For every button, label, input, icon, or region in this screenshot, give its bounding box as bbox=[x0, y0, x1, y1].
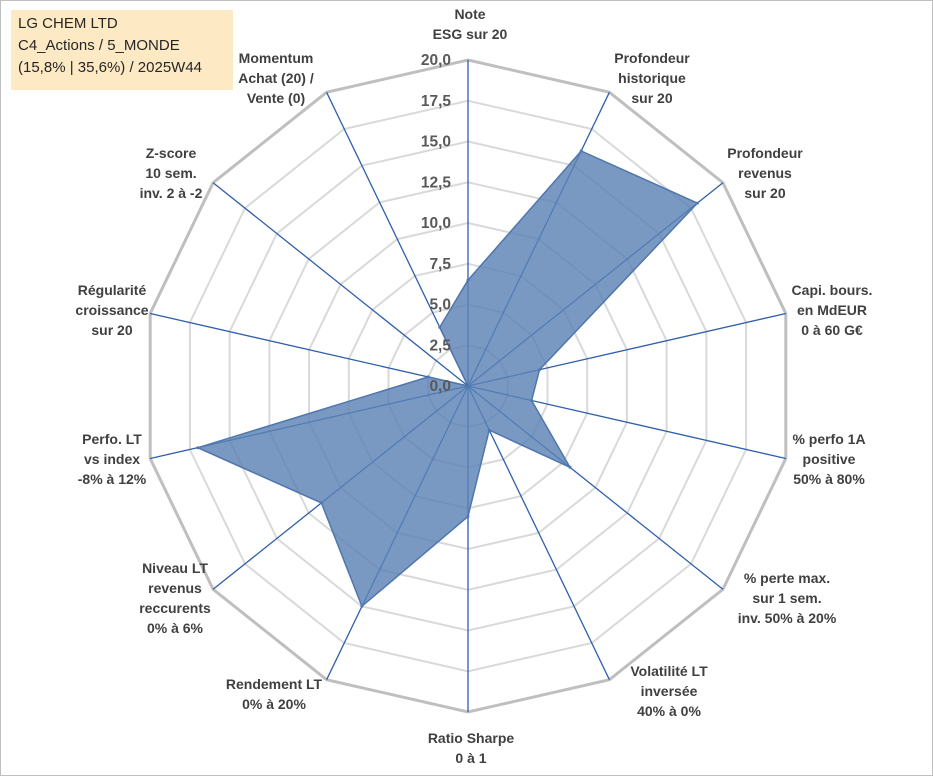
axis-label-line: inversée bbox=[641, 683, 698, 699]
axis-label-capi-bours: Capi. bours. en MdEUR 0 à 60 G€ bbox=[792, 282, 873, 338]
axis-label-line: 0% à 6% bbox=[147, 620, 204, 636]
axis-label-line: Ratio Sharpe bbox=[428, 730, 515, 746]
data-point-z-score bbox=[466, 384, 470, 388]
axis-label-profondeur-historique: Profondeur historique sur 20 bbox=[614, 50, 690, 106]
tick-label-1: 2,5 bbox=[429, 337, 451, 354]
axis-label-line: Vente (0) bbox=[247, 90, 305, 106]
info-box: LG CHEM LTD C4_Actions / 5_MONDE (15,8% … bbox=[11, 10, 233, 90]
axis-label-z-score: Z-score 10 sem. inv. 2 à -2 bbox=[140, 145, 203, 201]
company-name: LG CHEM LTD bbox=[18, 15, 118, 32]
axis-label-regularite-croissance: Régularité croissance sur 20 bbox=[75, 282, 148, 338]
data-point-esg bbox=[466, 278, 470, 282]
tick-labels: 0,0 2,5 5,0 7,5 10,0 12,5 15,0 17,5 20,0 bbox=[421, 52, 452, 395]
axis-labels: Note ESG sur 20 Profondeur historique sur 20… bbox=[75, 6, 872, 766]
axis-label-line: reccurents bbox=[139, 600, 211, 616]
axis-label-line: inv. 50% à 20% bbox=[738, 610, 837, 626]
axis-label-line: revenus bbox=[738, 165, 792, 181]
axis-label-line: Profondeur bbox=[727, 145, 803, 161]
data-point-volatilite-lt bbox=[487, 428, 491, 432]
axis-label-esg: Note ESG sur 20 bbox=[433, 6, 508, 42]
axis-label-line: vs index bbox=[84, 451, 140, 467]
axis-label-line: croissance bbox=[75, 302, 148, 318]
axis-label-perfo-1a: % perfo 1A positive 50% à 80% bbox=[792, 431, 865, 487]
data-point-momentum bbox=[438, 325, 442, 329]
axis-label-line: Perfo. LT bbox=[82, 431, 142, 447]
axis-label-line: Niveau LT bbox=[142, 560, 208, 576]
axis-label-line: 0% à 20% bbox=[242, 696, 306, 712]
axis-label-line: % perfo 1A bbox=[792, 431, 865, 447]
data-point-profondeur-historique bbox=[579, 149, 583, 153]
data-point-ratio-sharpe bbox=[466, 514, 470, 518]
tick-label-0: 0,0 bbox=[429, 378, 451, 395]
data-point-rendement-lt bbox=[360, 604, 364, 608]
axis-label-line: sur 20 bbox=[631, 90, 672, 106]
axis-label-line: Profondeur bbox=[614, 50, 690, 66]
data-point-perfo-1a bbox=[530, 399, 534, 402]
axis-label-line: Capi. bours. bbox=[792, 282, 873, 298]
tick-label-4: 10,0 bbox=[421, 215, 451, 232]
axis-label-line: 50% à 80% bbox=[793, 471, 865, 487]
series bbox=[195, 149, 699, 608]
axis-label-profondeur-revenus: Profondeur revenus sur 20 bbox=[727, 145, 803, 201]
stats-label: (15,8% | 35,6%) / 2025W44 bbox=[18, 59, 202, 76]
axis-label-line: sur 20 bbox=[91, 322, 132, 338]
axis-label-line: Note bbox=[454, 6, 485, 22]
axis-label-line: ESG sur 20 bbox=[433, 26, 508, 42]
data-point-profondeur-revenus bbox=[695, 201, 699, 205]
axis-label-line: Z-score bbox=[146, 145, 197, 161]
spoke-z-score bbox=[212, 182, 469, 387]
category-label: C4_Actions / 5_MONDE bbox=[18, 37, 180, 54]
axis-label-line: 40% à 0% bbox=[637, 703, 701, 719]
axis-label-momentum: Momentum Achat (20) / Vente (0) bbox=[238, 50, 314, 106]
axis-label-line: Régularité bbox=[78, 282, 147, 298]
axis-label-niveau-lt-revenus: Niveau LT revenus reccurents 0% à 6% bbox=[139, 560, 211, 636]
axis-label-perfo-lt-index: Perfo. LT vs index -8% à 12% bbox=[78, 431, 147, 487]
axis-label-line: historique bbox=[618, 70, 686, 86]
axis-label-line: Rendement LT bbox=[226, 676, 323, 692]
data-point-regularite-croissance bbox=[426, 375, 430, 379]
tick-label-7: 17,5 bbox=[421, 93, 452, 110]
axis-label-line: en MdEUR bbox=[797, 302, 867, 318]
axis-label-line: 0 à 60 G€ bbox=[801, 322, 863, 338]
axis-label-line: Volatilité LT bbox=[630, 663, 708, 679]
spoke-regularite-croissance bbox=[150, 312, 469, 387]
axis-label-line: positive bbox=[803, 451, 856, 467]
tick-label-5: 12,5 bbox=[421, 174, 452, 191]
data-point-perfo-lt-index bbox=[196, 446, 200, 450]
tick-label-2: 5,0 bbox=[429, 297, 451, 314]
data-point-niveau-lt-revenus bbox=[319, 501, 323, 505]
axis-label-line: 10 sem. bbox=[145, 165, 196, 181]
axis-label-line: % perte max. bbox=[744, 570, 830, 586]
axis-label-line: 0 à 1 bbox=[455, 750, 486, 766]
axis-label-volatilite-lt: Volatilité LT inversée 40% à 0% bbox=[630, 663, 708, 719]
axis-label-line: -8% à 12% bbox=[78, 471, 147, 487]
axis-label-rendement-lt: Rendement LT 0% à 20% bbox=[226, 676, 323, 712]
axis-label-ratio-sharpe: Ratio Sharpe 0 à 1 bbox=[428, 730, 515, 766]
axis-label-line: sur 1 sem. bbox=[752, 590, 821, 606]
axis-label-line: sur 20 bbox=[744, 185, 785, 201]
tick-label-8: 20,0 bbox=[421, 52, 451, 69]
axis-label-line: inv. 2 à -2 bbox=[140, 185, 203, 201]
tick-label-6: 15,0 bbox=[421, 134, 451, 151]
data-point-perte-max bbox=[568, 465, 572, 469]
tick-label-3: 7,5 bbox=[429, 256, 451, 273]
data-point-capi-bours bbox=[538, 368, 541, 372]
axis-label-perte-max: % perte max. sur 1 sem. inv. 50% à 20% bbox=[738, 570, 837, 626]
axis-label-line: Achat (20) / bbox=[238, 70, 314, 86]
axis-label-line: revenus bbox=[148, 580, 202, 596]
axis-label-line: Momentum bbox=[239, 50, 314, 66]
spoke-volatilite-lt bbox=[467, 385, 610, 680]
